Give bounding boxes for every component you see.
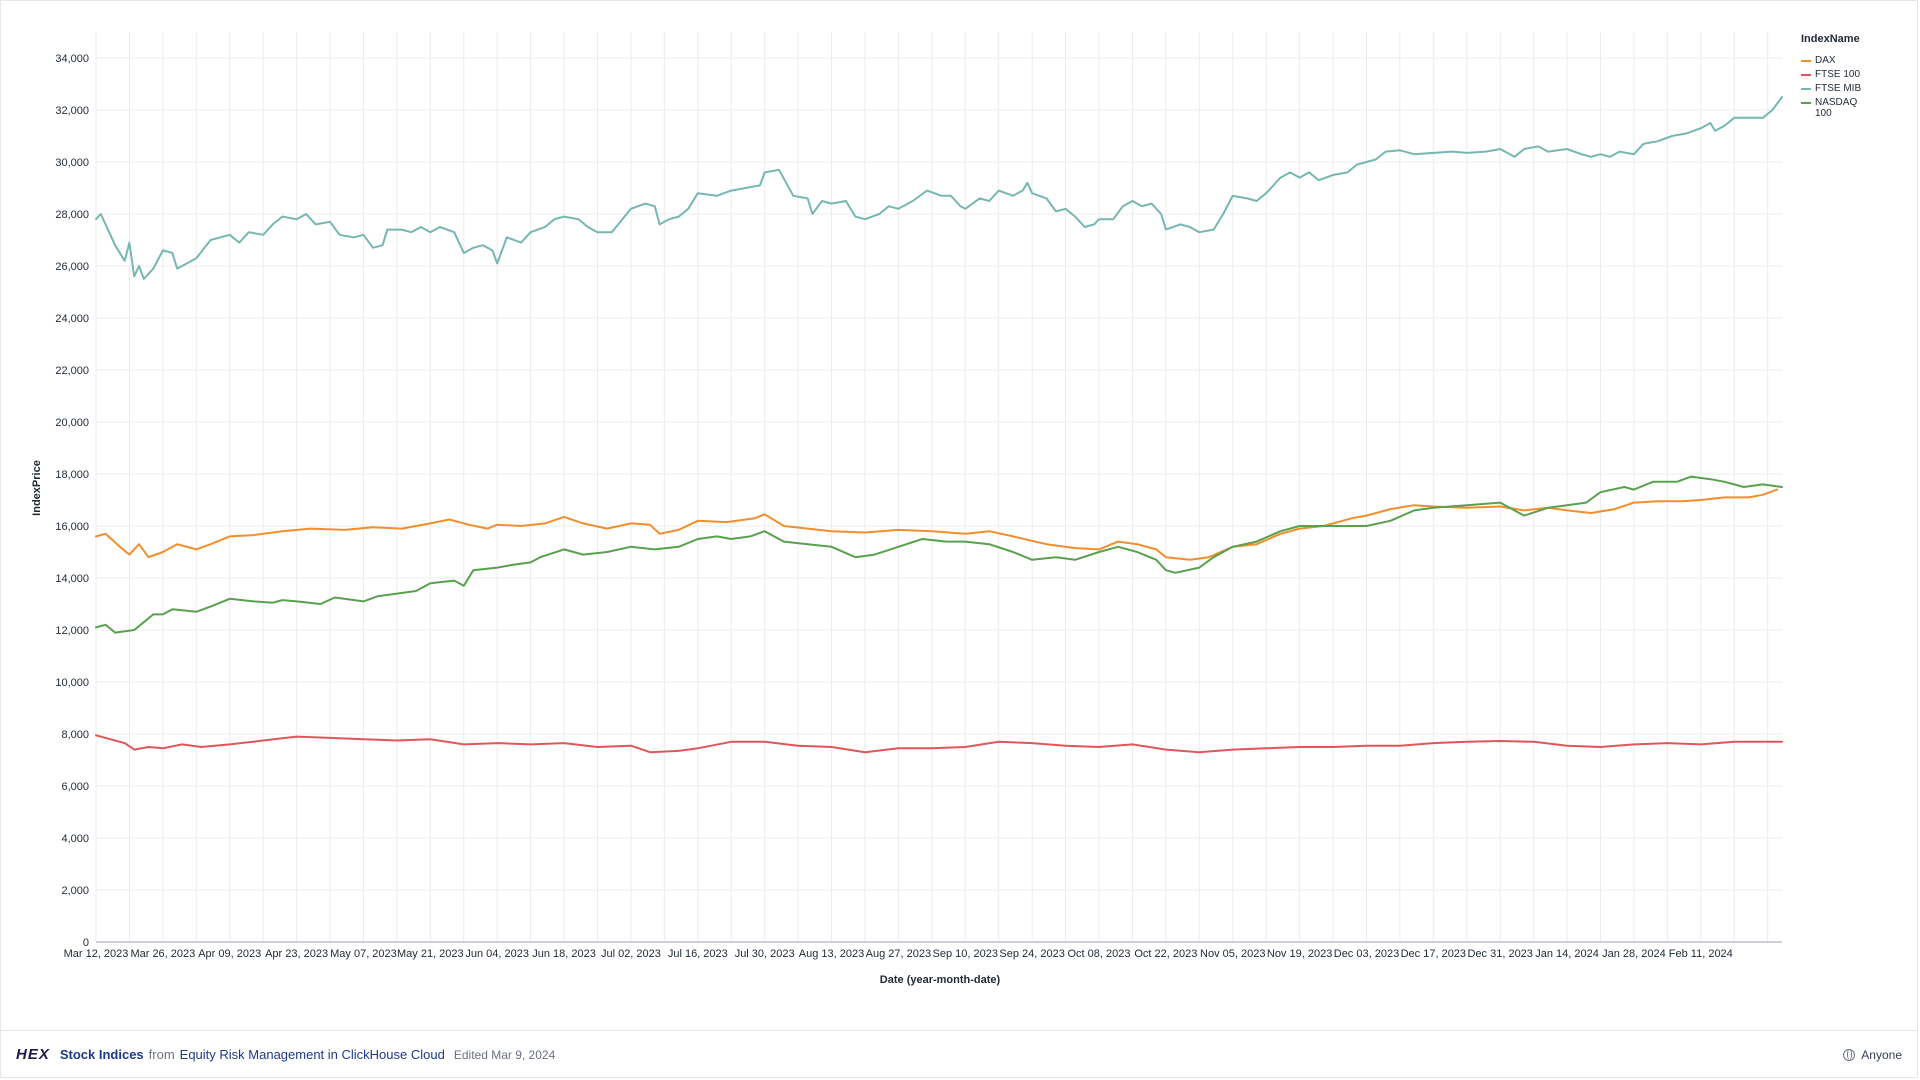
- y-tick-label: 24,000: [55, 313, 89, 325]
- legend-item-dax[interactable]: DAX: [1801, 55, 1911, 66]
- y-tick-label: 18,000: [55, 469, 89, 481]
- x-tick-label: Dec 03, 2023: [1334, 948, 1399, 960]
- axes: 0 2,000 4,000 6,000 8,000 10,000 12,000 14,000 1…: [55, 53, 1782, 960]
- y-tick-label: 16,000: [55, 521, 89, 533]
- y-tick-label: 12,000: [55, 625, 89, 637]
- visibility-label: Anyone: [1861, 1047, 1902, 1062]
- x-tick-label: Apr 23, 2023: [265, 948, 328, 960]
- y-tick-label: 20,000: [55, 417, 89, 429]
- y-tick-label: 26,000: [55, 261, 89, 273]
- legend-swatch: [1801, 60, 1811, 62]
- x-tick-label: Dec 31, 2023: [1467, 948, 1532, 960]
- line-chart: 0 2,000 4,000 6,000 8,000 10,000 12,000 14,000 1…: [31, 32, 1783, 986]
- visibility-indicator[interactable]: Anyone: [1843, 1048, 1902, 1062]
- y-tick-label: 34,000: [55, 53, 89, 65]
- y-tick-label: 8,000: [61, 729, 89, 741]
- project-link[interactable]: Equity Risk Management in ClickHouse Clo…: [179, 1047, 445, 1062]
- y-tick-label: 10,000: [55, 677, 89, 689]
- legend-item-ftse-100[interactable]: FTSE 100: [1801, 69, 1911, 80]
- legend-label: FTSE MIB: [1815, 83, 1862, 94]
- gridlines: [95, 32, 1782, 942]
- y-tick-label: 28,000: [55, 209, 89, 221]
- x-tick-label: Jan 14, 2024: [1535, 948, 1599, 960]
- x-tick-label: May 21, 2023: [397, 948, 464, 960]
- x-tick-label: Jul 30, 2023: [735, 948, 795, 960]
- series-line-nasdaq-100[interactable]: [95, 475, 1783, 634]
- x-tick-label: Jul 02, 2023: [601, 948, 661, 960]
- legend: IndexName DAX FTSE 100 FTSE MIB NASDAQ 100: [1801, 33, 1911, 122]
- legend-label: DAX: [1815, 55, 1836, 66]
- y-tick-label: 14,000: [55, 573, 89, 585]
- app-title-link[interactable]: Stock Indices: [59, 1047, 144, 1062]
- x-tick-label: Oct 22, 2023: [1134, 948, 1197, 960]
- legend-swatch: [1801, 88, 1811, 90]
- legend-items: DAX FTSE 100 FTSE MIB NASDAQ 100: [1801, 55, 1911, 119]
- hex-logo-icon[interactable]: HEX: [16, 1046, 50, 1063]
- series-line-ftse-mib[interactable]: [95, 96, 1783, 280]
- x-tick-label: Jun 18, 2023: [532, 948, 596, 960]
- footer-from-text: from: [148, 1047, 175, 1062]
- x-tick-label: Feb 11, 2024: [1669, 948, 1733, 960]
- x-tick-label: Jul 16, 2023: [668, 948, 728, 960]
- x-tick-label: Oct 08, 2023: [1068, 948, 1131, 960]
- y-tick-label: 32,000: [55, 105, 89, 117]
- footer-bar: HEX Stock Indices from Equity Risk Manag…: [0, 1030, 1918, 1078]
- legend-item-ftse-mib[interactable]: FTSE MIB: [1801, 83, 1911, 94]
- x-tick-label: Mar 12, 2023: [64, 948, 129, 960]
- y-tick-label: 6,000: [61, 781, 89, 793]
- legend-label: FTSE 100: [1815, 69, 1861, 80]
- y-axis-title: IndexPrice: [31, 460, 43, 516]
- legend-label: NASDAQ 100: [1815, 97, 1858, 119]
- x-tick-label: Aug 13, 2023: [799, 948, 864, 960]
- y-tick-label: 0: [83, 937, 89, 949]
- x-tick-label: Jun 04, 2023: [465, 948, 529, 960]
- series-lines: [95, 96, 1783, 754]
- legend-swatch: [1801, 74, 1811, 76]
- y-tick-label: 2,000: [61, 885, 89, 897]
- globe-icon: [1843, 1048, 1856, 1061]
- x-tick-label: Dec 17, 2023: [1401, 948, 1466, 960]
- edited-timestamp: Edited Mar 9, 2024: [453, 1047, 556, 1062]
- x-tick-label: Nov 05, 2023: [1200, 948, 1265, 960]
- x-tick-label: May 07, 2023: [330, 948, 397, 960]
- y-tick-label: 4,000: [61, 833, 89, 845]
- x-tick-label: Mar 26, 2023: [130, 948, 195, 960]
- legend-swatch: [1801, 102, 1811, 104]
- x-tick-label: Sep 10, 2023: [933, 948, 998, 960]
- y-tick-label: 30,000: [55, 157, 89, 169]
- x-tick-label: Jan 28, 2024: [1602, 948, 1666, 960]
- series-line-ftse-100[interactable]: [95, 734, 1783, 754]
- series-line-dax[interactable]: [95, 488, 1779, 561]
- x-axis-title: Date (year-month-date): [880, 974, 1001, 986]
- x-tick-label: Sep 24, 2023: [999, 948, 1064, 960]
- y-tick-label: 22,000: [55, 365, 89, 377]
- x-tick-label: Apr 09, 2023: [198, 948, 261, 960]
- legend-title: IndexName: [1801, 33, 1860, 45]
- x-tick-label: Nov 19, 2023: [1267, 948, 1332, 960]
- legend-item-nasdaq-100[interactable]: NASDAQ 100: [1801, 97, 1911, 119]
- x-tick-label: Aug 27, 2023: [866, 948, 931, 960]
